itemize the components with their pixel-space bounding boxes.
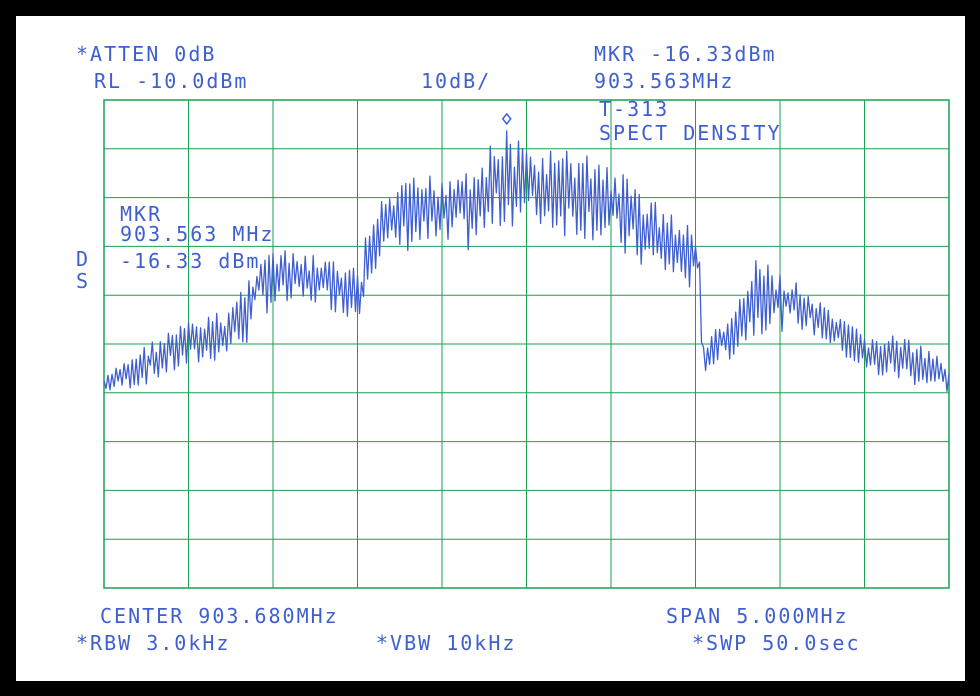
sweep-label: *SWP 50.0sec — [692, 631, 861, 655]
side-label-s: S — [76, 269, 91, 293]
analyzer-printout: *ATTEN 0dB RL -10.0dBm 10dB/ MKR -16.33d… — [16, 16, 965, 681]
marker-level-readout: MKR -16.33dBm — [594, 42, 777, 66]
trace-mode-label: SPECT DENSITY — [599, 121, 782, 145]
atten-label: *ATTEN 0dB — [76, 42, 217, 66]
marker-frequency-readout: 903.563MHz — [594, 69, 735, 93]
scale-label: 10dB/ — [421, 69, 492, 93]
spectrum-trace — [103, 130, 950, 392]
center-frequency-label: CENTER 903.680MHz — [100, 604, 339, 628]
marker-box-title: MKR — [120, 202, 163, 226]
marker-box-level: -16.33 dBm — [120, 249, 261, 273]
marker-box-frequency: 903.563 MHz — [120, 222, 275, 246]
graticule-border — [103, 99, 950, 589]
spectrum-plot — [103, 99, 950, 589]
marker-diamond — [501, 112, 512, 126]
vbw-label: *VBW 10kHz — [376, 631, 517, 655]
rbw-label: *RBW 3.0kHz — [76, 631, 231, 655]
graticule — [103, 99, 950, 589]
ref-level-label: RL -10.0dBm — [94, 69, 249, 93]
trace-id-label: T-313 — [599, 97, 670, 121]
side-label-d: D — [76, 247, 91, 271]
span-label: SPAN 5.000MHz — [666, 604, 849, 628]
